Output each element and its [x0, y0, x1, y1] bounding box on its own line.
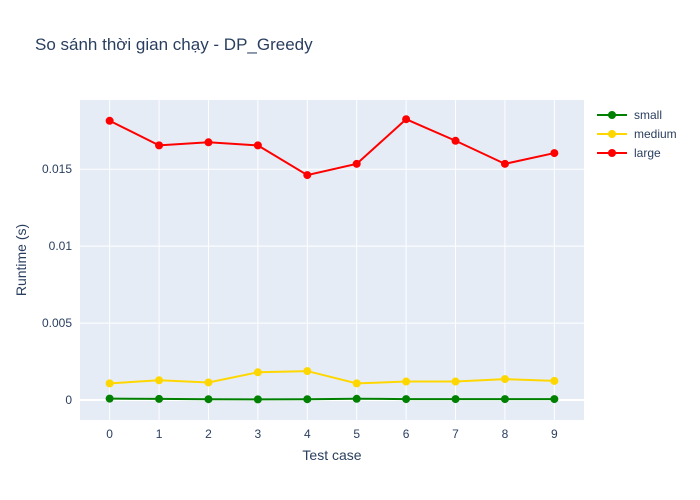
x-tick-label: 1: [156, 427, 163, 441]
data-point-medium[interactable]: [253, 368, 262, 377]
x-tick-label: 2: [205, 427, 212, 441]
data-point-small[interactable]: [352, 394, 361, 403]
legend-item-small[interactable]: small: [597, 108, 662, 122]
x-axis: 0 1 2 3 4 5 6 7 8 9: [106, 427, 558, 441]
legend-item-medium[interactable]: medium: [597, 127, 677, 141]
x-tick-label: 4: [304, 427, 311, 441]
x-tick-label: 3: [255, 427, 262, 441]
y-tick-label: 0.01: [49, 239, 73, 253]
series-large: [105, 115, 559, 180]
y-axis-label: Runtime (s): [13, 224, 29, 296]
data-point-large[interactable]: [451, 136, 460, 145]
series-medium: [105, 367, 559, 388]
data-point-small[interactable]: [155, 394, 164, 403]
x-tick-label: 6: [403, 427, 410, 441]
data-point-medium[interactable]: [155, 376, 164, 385]
data-point-large[interactable]: [352, 159, 361, 168]
data-point-medium[interactable]: [451, 377, 460, 386]
x-tick-label: 9: [551, 427, 558, 441]
data-point-medium[interactable]: [550, 376, 559, 385]
data-point-medium[interactable]: [105, 379, 114, 388]
legend-label: medium: [634, 127, 677, 141]
data-point-medium[interactable]: [303, 367, 312, 376]
data-point-small[interactable]: [303, 395, 312, 404]
x-tick-label: 0: [106, 427, 113, 441]
data-point-large[interactable]: [402, 115, 411, 124]
data-point-large[interactable]: [155, 141, 164, 150]
data-point-large[interactable]: [303, 171, 312, 180]
data-point-medium[interactable]: [500, 375, 509, 384]
legend-marker: [608, 130, 616, 138]
data-point-small[interactable]: [204, 395, 213, 404]
legend-item-large[interactable]: large: [597, 146, 661, 160]
x-tick-label: 5: [353, 427, 360, 441]
data-point-medium[interactable]: [402, 377, 411, 386]
series-small: [105, 394, 559, 404]
y-tick-label: 0.015: [42, 162, 72, 176]
legend[interactable]: small medium large: [597, 108, 677, 160]
chart-title: So sánh thời gian chạy - DP_Greedy: [35, 35, 313, 54]
y-axis: 0 0.005 0.01 0.015: [42, 162, 72, 407]
data-point-large[interactable]: [204, 138, 213, 147]
y-tick-label: 0.005: [42, 316, 72, 330]
data-point-small[interactable]: [253, 395, 262, 404]
x-tick-label: 7: [452, 427, 459, 441]
series-line-small: [109, 397, 555, 401]
data-point-small[interactable]: [451, 395, 460, 404]
legend-marker: [608, 111, 616, 119]
series-line-medium: [109, 370, 555, 385]
plot-area: [80, 100, 584, 420]
data-point-medium[interactable]: [204, 378, 213, 387]
x-tick-label: 8: [502, 427, 509, 441]
legend-label: small: [634, 108, 662, 122]
series-group: [105, 115, 559, 404]
series-line-large: [109, 118, 555, 177]
data-point-large[interactable]: [500, 159, 509, 168]
data-point-small[interactable]: [500, 395, 509, 404]
data-point-small[interactable]: [550, 395, 559, 404]
data-point-large[interactable]: [105, 116, 114, 125]
data-point-large[interactable]: [253, 141, 262, 150]
legend-marker: [608, 149, 616, 157]
data-point-small[interactable]: [402, 395, 411, 404]
data-point-small[interactable]: [105, 394, 114, 403]
legend-label: large: [634, 146, 661, 160]
y-tick-label: 0: [65, 393, 72, 407]
x-axis-label: Test case: [302, 447, 361, 463]
data-point-medium[interactable]: [352, 379, 361, 388]
data-point-large[interactable]: [550, 149, 559, 158]
